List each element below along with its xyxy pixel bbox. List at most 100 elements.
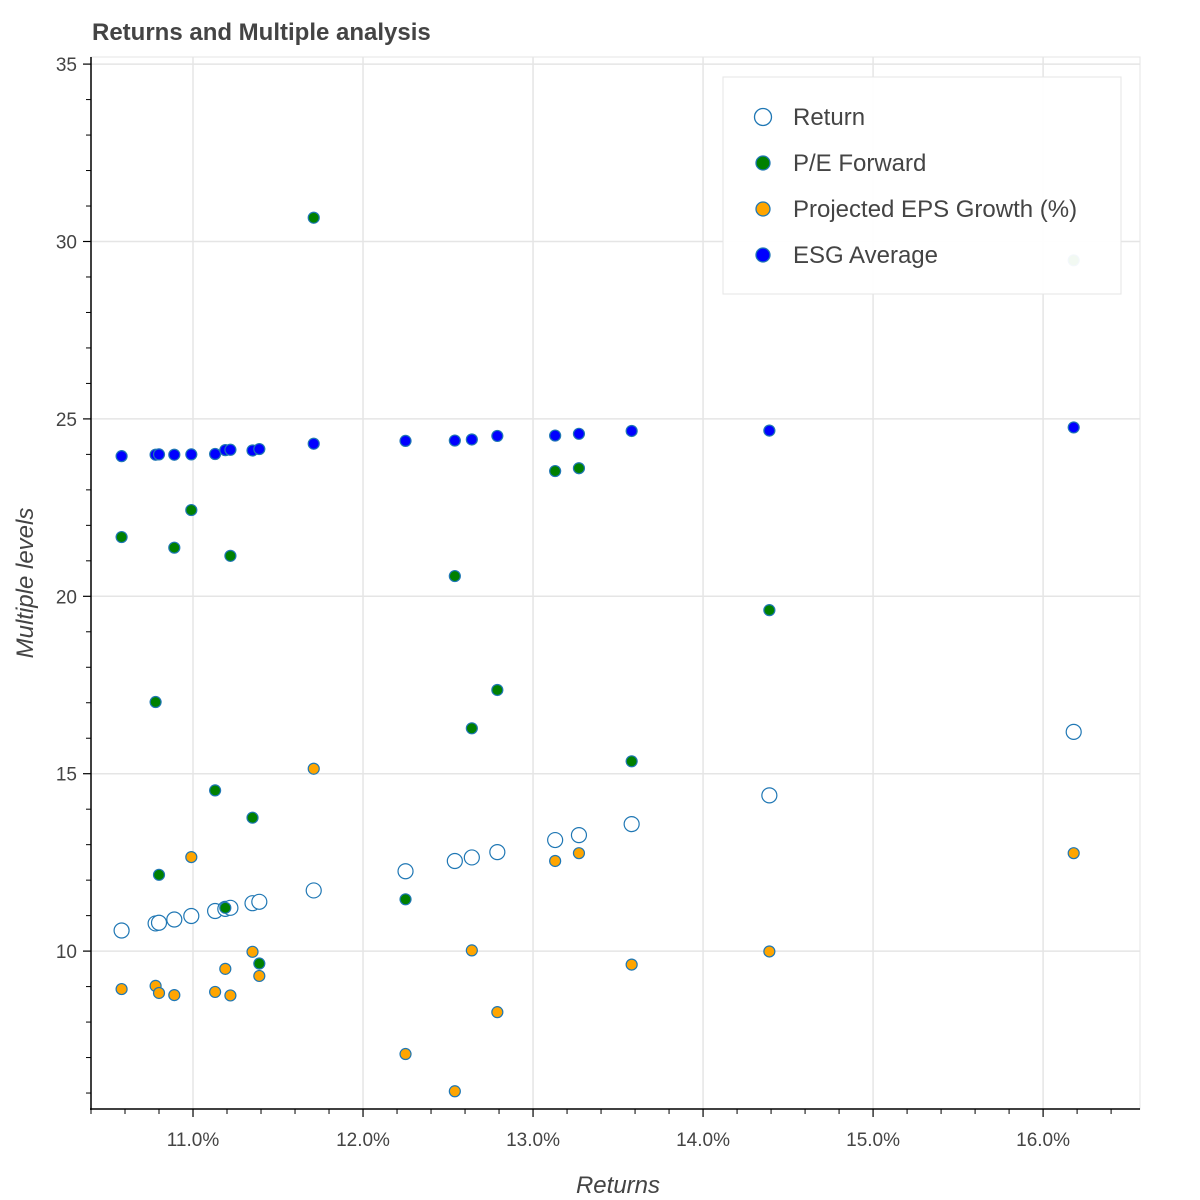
y-axis-label: Multiple levels — [12, 508, 39, 659]
data-point — [246, 945, 259, 958]
data-point — [448, 434, 461, 447]
data-point — [549, 854, 562, 868]
data-point — [549, 464, 562, 478]
data-point — [251, 893, 268, 910]
data-point — [253, 957, 266, 970]
x-tick-label: 11.0% — [167, 1130, 220, 1151]
series-return — [113, 723, 1082, 939]
data-point — [307, 762, 320, 775]
data-point — [623, 815, 640, 833]
y-tick-label: 30 — [56, 232, 77, 253]
series-p-e-forward — [115, 211, 1080, 970]
y-tick-label: 20 — [56, 587, 77, 608]
legend-box — [722, 76, 1122, 295]
data-point — [168, 989, 181, 1002]
data-point — [115, 450, 128, 463]
data-point — [209, 447, 222, 461]
data-point — [168, 541, 181, 554]
data-point — [115, 982, 128, 996]
data-point — [399, 1047, 412, 1061]
data-point — [209, 784, 222, 797]
data-point — [491, 429, 504, 443]
data-point — [1067, 847, 1080, 860]
y-tick-label: 10 — [56, 942, 77, 963]
data-point — [305, 882, 322, 899]
x-axis-label: Returns — [576, 1172, 660, 1199]
data-point — [463, 849, 480, 866]
x-tick-label: 13.0% — [506, 1130, 560, 1151]
data-point — [1065, 723, 1082, 740]
data-point — [465, 433, 478, 446]
data-point — [219, 901, 232, 914]
data-point — [224, 549, 237, 562]
data-point — [224, 443, 237, 456]
legend-label: Projected EPS Growth (%) — [793, 196, 1077, 223]
plot-marks — [113, 211, 1082, 1098]
legend-label: ESG Average — [793, 242, 938, 269]
data-point — [572, 462, 586, 475]
data-point — [399, 434, 412, 448]
data-point — [572, 847, 586, 860]
data-point — [150, 914, 168, 931]
y-tick-label: 15 — [56, 765, 77, 786]
data-point — [307, 211, 320, 224]
data-point — [465, 722, 478, 735]
data-point — [253, 442, 266, 456]
data-point — [763, 945, 776, 958]
data-point — [465, 944, 478, 957]
data-point — [397, 863, 414, 880]
legend: Return P/E Forward Projected EPS Growth (%… — [722, 76, 1122, 295]
data-point — [491, 683, 504, 697]
data-point — [572, 427, 586, 440]
chart-title: Returns and Multiple analysis — [92, 19, 431, 46]
data-point — [185, 503, 198, 517]
x-tick-label: 12.0% — [336, 1130, 390, 1151]
legend-marker — [753, 107, 773, 127]
data-point — [446, 852, 463, 870]
data-point — [224, 989, 237, 1002]
data-point — [547, 831, 564, 849]
data-point — [152, 986, 166, 1000]
axes: 11.0% 12.0% 13.0% 14.0% 15.0% 16.0% 10 15 20 25 30… — [56, 55, 1140, 1151]
data-point — [307, 437, 320, 450]
data-point — [168, 448, 181, 461]
data-point — [115, 530, 128, 544]
data-point — [625, 755, 638, 768]
data-point — [549, 429, 562, 442]
data-point — [399, 893, 412, 906]
x-tick-label: 14.0% — [676, 1130, 730, 1151]
data-point — [219, 962, 232, 975]
x-tick-label: 15.0% — [846, 1130, 900, 1151]
x-tick-label: 16.0% — [1016, 1130, 1070, 1151]
data-point — [253, 969, 266, 983]
data-point — [489, 844, 506, 861]
data-point — [246, 811, 259, 824]
data-point — [448, 569, 461, 583]
data-point — [570, 826, 588, 844]
y-tick-label: 25 — [56, 410, 77, 431]
data-point — [761, 787, 778, 804]
series-esg-average — [115, 421, 1080, 463]
data-point — [152, 868, 166, 881]
data-point — [185, 448, 198, 461]
legend-label: P/E Forward — [793, 150, 926, 177]
data-point — [166, 911, 183, 928]
data-point — [763, 604, 776, 617]
data-point — [183, 907, 200, 925]
data-point — [185, 850, 198, 864]
legend-marker — [755, 155, 771, 171]
data-point — [491, 1006, 504, 1019]
data-point — [625, 424, 638, 438]
series-projected-eps-growth- — [115, 762, 1080, 1098]
data-point — [149, 695, 162, 709]
data-point — [625, 958, 638, 971]
data-point — [1067, 421, 1080, 434]
legend-marker — [755, 201, 771, 217]
data-point — [763, 424, 776, 437]
y-tick-label: 35 — [56, 55, 77, 76]
data-point — [152, 448, 166, 461]
legend-marker — [755, 247, 771, 263]
data-point — [113, 922, 130, 939]
